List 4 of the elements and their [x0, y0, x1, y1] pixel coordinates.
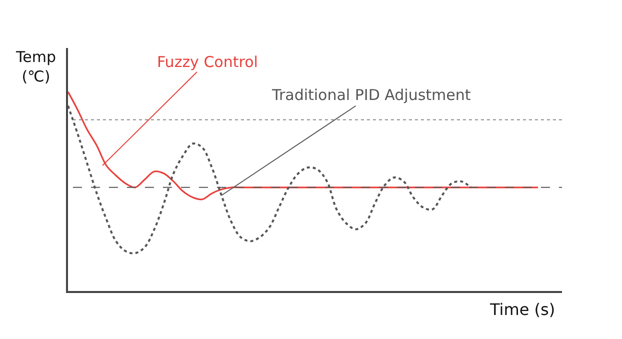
y-axis-title: Temp (℃)	[15, 48, 56, 86]
text: Fuzzy Control	[157, 53, 258, 71]
x-axis-title: Time (s)	[489, 300, 556, 319]
text: Traditional PID Adjustment	[271, 86, 471, 104]
